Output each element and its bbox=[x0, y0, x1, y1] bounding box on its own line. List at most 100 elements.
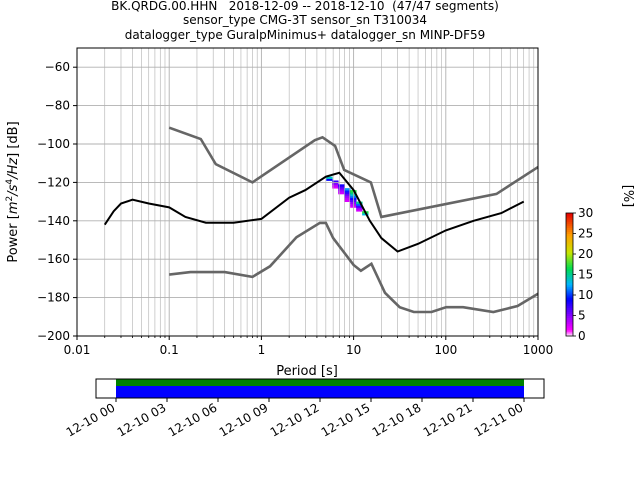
coverage-tick-label: 12-10 06 bbox=[166, 400, 220, 439]
ppsd-cell bbox=[338, 192, 345, 195]
colorbar-segment bbox=[566, 274, 573, 278]
colorbar-segment bbox=[566, 276, 573, 280]
ppsd-cell bbox=[338, 186, 345, 189]
colorbar-segment bbox=[566, 317, 573, 321]
ppsd-y-tick-label: −160 bbox=[37, 252, 70, 266]
coverage-tick-label: 12-10 18 bbox=[370, 400, 424, 439]
ppsd-x-tick-label: 1 bbox=[258, 343, 266, 357]
colorbar-segment bbox=[566, 225, 573, 228]
colorbar-segment bbox=[566, 323, 573, 327]
ppsd-line-mode bbox=[103, 171, 525, 253]
colorbar-segment bbox=[566, 260, 573, 263]
coverage-tick-label: 12-10 00 bbox=[64, 400, 118, 439]
colorbar-tick-label: 0 bbox=[578, 329, 586, 343]
colorbar-tick-label: 30 bbox=[578, 206, 593, 220]
ppsd-x-tick-label: 0.01 bbox=[64, 343, 91, 357]
ppsd-cell bbox=[356, 205, 363, 208]
colorbar: 0 5 10 15 20 25 30 bbox=[565, 206, 593, 343]
colorbar-segment bbox=[566, 231, 573, 234]
ppsd-cell bbox=[338, 184, 345, 187]
colorbar-segment bbox=[566, 266, 573, 269]
ppsd-cell bbox=[344, 193, 351, 197]
coverage-tick-label: 12-10 15 bbox=[319, 400, 373, 439]
colorbar-segment bbox=[566, 270, 573, 273]
colorbar-segment bbox=[566, 329, 573, 333]
colorbar-segment bbox=[566, 233, 573, 237]
colorbar-segment bbox=[566, 243, 573, 247]
colorbar-segment bbox=[566, 301, 573, 304]
colorbar-segment bbox=[566, 239, 573, 243]
colorbar-segment bbox=[566, 215, 573, 218]
colorbar-segment bbox=[566, 241, 573, 245]
ppsd-grid bbox=[76, 48, 538, 337]
ppsd-plot-frame bbox=[76, 47, 539, 337]
colorbar-segment bbox=[566, 280, 573, 284]
colorbar-segment bbox=[566, 221, 573, 224]
colorbar-segment bbox=[566, 247, 573, 251]
colorbar-segment bbox=[566, 272, 573, 275]
colorbar-segment bbox=[566, 327, 573, 331]
colorbar-segment bbox=[566, 321, 573, 325]
ppsd-cell bbox=[332, 180, 339, 183]
colorbar-segment bbox=[566, 313, 573, 316]
ppsd-y-tick-label: −120 bbox=[37, 175, 70, 189]
coverage-tick-label: 12-10 12 bbox=[268, 400, 322, 439]
ppsd-y-tick-label: −80 bbox=[45, 99, 70, 113]
ppsd-x-tick-label: 0.1 bbox=[160, 343, 179, 357]
ppsd-x-tick-label: 10 bbox=[346, 343, 361, 357]
ppsd-cell bbox=[332, 182, 339, 185]
coverage-tick-label: 12-10 21 bbox=[421, 400, 475, 439]
chart-title-line-3: datalogger_type GuralpMinimus+ datalogge… bbox=[124, 28, 486, 42]
ppsd-cell bbox=[356, 207, 363, 210]
colorbar-segment bbox=[566, 223, 573, 226]
colorbar-segment bbox=[566, 262, 573, 265]
colorbar-segment bbox=[566, 237, 573, 241]
colorbar-segment bbox=[566, 219, 573, 222]
colorbar-segment bbox=[566, 256, 573, 259]
ppsd-y-axis: −200 −180 −160 −140 −120 −100 −80 −60 bbox=[37, 60, 77, 343]
colorbar-segment bbox=[566, 319, 573, 323]
colorbar-segment bbox=[566, 254, 573, 257]
chart-title-line-1: BK.QRDG.00.HHN 2018-12-09 -- 2018-12-10 … bbox=[111, 0, 499, 13]
colorbar-segment bbox=[566, 325, 573, 329]
colorbar-segment bbox=[566, 284, 573, 288]
colorbar-segment bbox=[566, 251, 573, 255]
ppsd-cell bbox=[344, 199, 351, 202]
ppsd-lines bbox=[103, 126, 539, 314]
colorbar-segment bbox=[566, 278, 573, 282]
colorbar-segment bbox=[566, 245, 573, 249]
colorbar-segment bbox=[566, 295, 573, 298]
colorbar-segment bbox=[566, 333, 573, 337]
ppsd-cell bbox=[344, 188, 351, 191]
ppsd-cell bbox=[344, 192, 351, 195]
ppsd-line-nlnm bbox=[168, 126, 539, 219]
colorbar-segment bbox=[566, 213, 573, 216]
ppsd-y-tick-label: −100 bbox=[37, 137, 70, 151]
ppsd-x-axis-label: Period [s] bbox=[276, 364, 338, 379]
coverage-tick-label: 12-10 03 bbox=[115, 400, 169, 439]
colorbar-segment bbox=[566, 299, 573, 302]
ppsd-y-tick-label: −200 bbox=[37, 329, 70, 343]
colorbar-segment bbox=[566, 264, 573, 267]
colorbar-segment bbox=[566, 305, 573, 308]
colorbar-segment bbox=[566, 227, 573, 230]
colorbar-segment bbox=[566, 268, 573, 271]
colorbar-segment bbox=[566, 258, 573, 261]
ppsd-x-tick-label: 100 bbox=[434, 343, 457, 357]
ppsd-cell bbox=[356, 209, 363, 212]
ppsd-cell bbox=[326, 176, 333, 179]
ppsd-line-nhnm bbox=[169, 221, 539, 314]
coverage-bar-blue bbox=[116, 386, 524, 398]
ppsd-cell bbox=[344, 197, 351, 201]
ppsd-y-axis-label: Power [m2​/s4​/Hz] [dB] bbox=[5, 121, 21, 262]
ppsd-y-tick-label: −60 bbox=[45, 60, 70, 74]
coverage-tick-label: 12-11 00 bbox=[472, 400, 526, 439]
chart-title-line-2: sensor_type CMG-3T sensor_sn T310034 bbox=[182, 13, 428, 27]
ppsd-cell bbox=[332, 186, 339, 189]
colorbar-tick-label: 25 bbox=[578, 227, 593, 241]
colorbar-tick-label: 15 bbox=[578, 268, 593, 282]
colorbar-segment bbox=[566, 249, 573, 253]
coverage-tick-label: 12-10 09 bbox=[217, 400, 271, 439]
